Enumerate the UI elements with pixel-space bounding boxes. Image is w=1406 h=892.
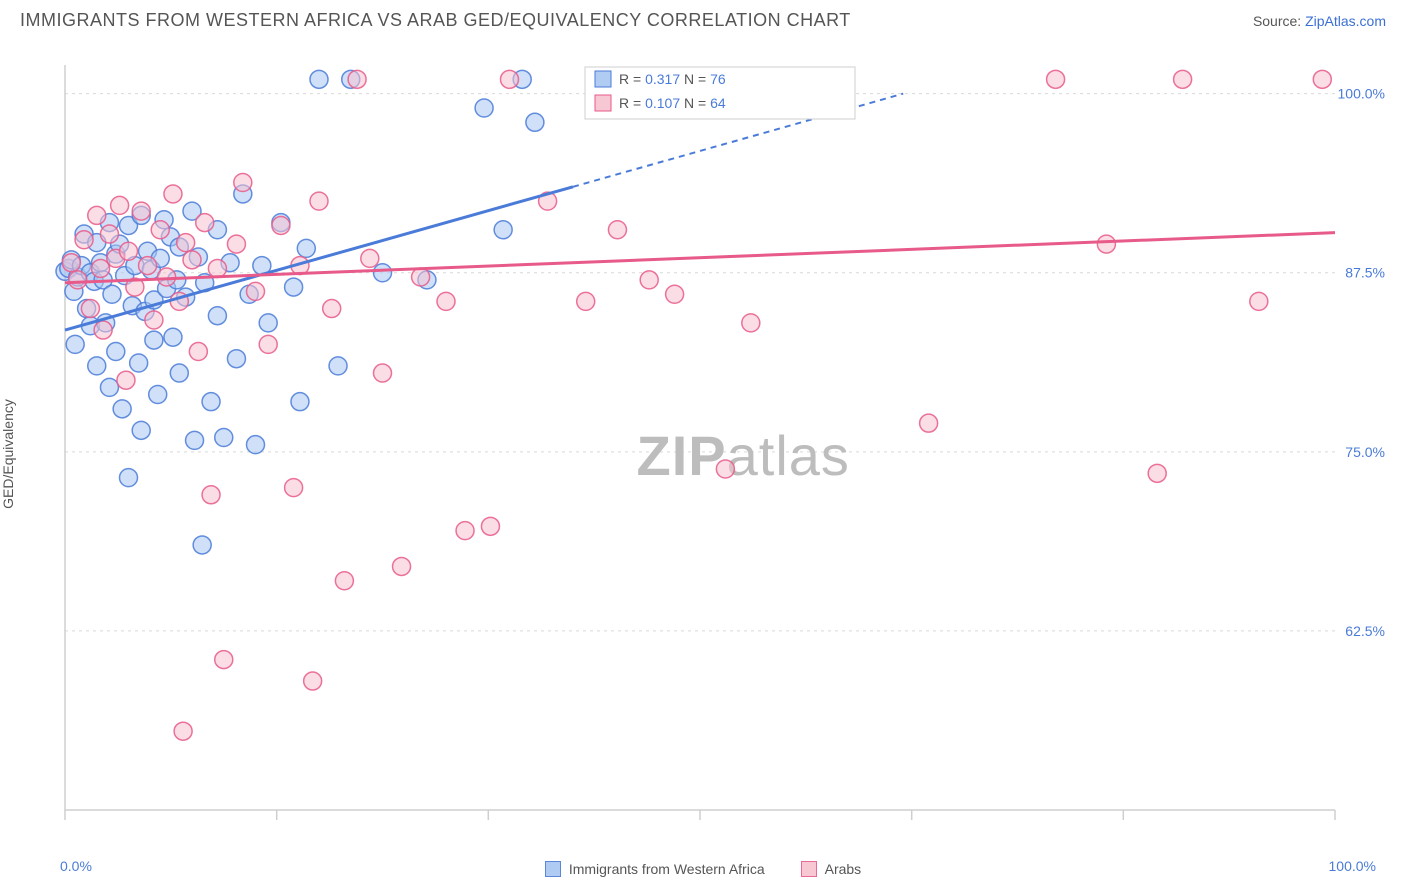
scatter-chart: 62.5% 75.0% 87.5% 100.0% ZIPatlas R = 0.317 N… [45,45,1391,837]
legend-label-arabs: Arabs [825,861,862,877]
legend-swatch-wafrica [545,861,561,877]
legend-item-arabs: Arabs [801,861,862,877]
bottom-legend: Immigrants from Western Africa Arabs [0,861,1406,877]
legend-swatch-arabs [801,861,817,877]
chart-title: IMMIGRANTS FROM WESTERN AFRICA VS ARAB G… [20,10,851,31]
source-label: Source: [1253,13,1305,29]
source-attribution: Source: ZipAtlas.com [1253,13,1386,29]
source-link[interactable]: ZipAtlas.com [1305,13,1386,29]
svg-text:75.0%: 75.0% [1345,444,1385,460]
svg-text:R = 0.107 N = 64: R = 0.107 N = 64 [619,95,726,111]
chart-container: 62.5% 75.0% 87.5% 100.0% ZIPatlas R = 0.317 N… [45,45,1391,837]
svg-text:100.0%: 100.0% [1338,86,1385,102]
svg-text:62.5%: 62.5% [1345,623,1385,639]
legend-label-wafrica: Immigrants from Western Africa [569,861,765,877]
svg-text:ZIPatlas: ZIPatlas [637,424,850,487]
svg-text:87.5%: 87.5% [1345,265,1385,281]
svg-text:R = 0.317 N = 76: R = 0.317 N = 76 [619,71,726,87]
legend-item-wafrica: Immigrants from Western Africa [545,861,765,877]
y-axis-label: GED/Equivalency [0,399,16,509]
